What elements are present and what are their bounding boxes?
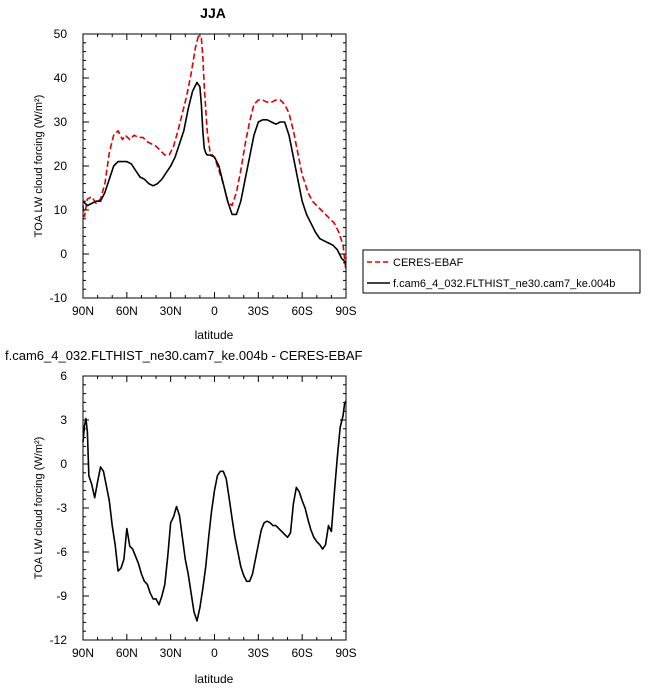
bottom-plot-area xyxy=(82,400,347,622)
top-x-tick-label: 30S xyxy=(248,304,269,318)
bottom-y-tick-label: -3 xyxy=(56,501,67,515)
top-y-tick-label: 10 xyxy=(54,203,68,217)
top-y-tick-label: 30 xyxy=(54,115,68,129)
bottom-plot-frame xyxy=(82,375,347,641)
bottom-y-tick-label: -9 xyxy=(56,589,67,603)
legend-box xyxy=(362,249,641,294)
top-plot-frame xyxy=(82,33,347,299)
top-x-tick-label: 90S xyxy=(335,304,356,318)
bottom-x-tick-label: 90N xyxy=(72,646,94,660)
top-series-line-1 xyxy=(82,81,347,264)
bottom-x-tick-label: 90S xyxy=(335,646,356,660)
bottom-y-tick-label: -6 xyxy=(56,545,67,559)
top-x-tick-label: 90N xyxy=(72,304,94,318)
top-series-line-0 xyxy=(82,35,347,272)
top-panel: JJA 90N 60N 30N 0 30S 60S 90S -10 0 10 20 30 40 50 la… xyxy=(33,5,641,342)
bottom-x-tick-label: 60N xyxy=(116,646,138,660)
top-y-tick-label: 50 xyxy=(54,27,68,41)
bottom-panel: f.cam6_4_032.FLTHIST_ne30.cam7_ke.004b -… xyxy=(5,348,362,686)
bottom-x-tick-label: 30N xyxy=(160,646,182,660)
top-y-tick-label: 40 xyxy=(54,71,68,85)
bottom-y-tick-label: 6 xyxy=(60,369,67,383)
bottom-y-axis-label: TOA LW cloud forcing (W/m²) xyxy=(33,437,45,580)
legend: CERES-EBAF f.cam6_4_032.FLTHIST_ne30.cam… xyxy=(362,249,641,294)
bottom-y-tick-label: -12 xyxy=(50,633,68,647)
bottom-x-tick-label: 0 xyxy=(211,646,218,660)
top-y-tick-label: 20 xyxy=(54,159,68,173)
bottom-series-line-0 xyxy=(82,400,347,622)
bottom-x-tick-label: 30S xyxy=(248,646,269,660)
top-y-tick-label: 0 xyxy=(60,247,67,261)
top-axis-ticks: 90N 60N 30N 0 30S 60S 90S -10 0 10 20 30 40 50 xyxy=(50,27,357,318)
bottom-y-tick-label: 0 xyxy=(60,457,67,471)
legend-label-ceres: CERES-EBAF xyxy=(393,257,464,269)
top-chart-title: JJA xyxy=(200,5,226,21)
bottom-x-axis-label: latitude xyxy=(195,672,234,686)
top-x-tick-label: 0 xyxy=(211,304,218,318)
bottom-y-tick-label: 3 xyxy=(60,413,67,427)
top-plot-area xyxy=(82,35,347,272)
top-x-tick-label: 30N xyxy=(160,304,182,318)
legend-label-model: f.cam6_4_032.FLTHIST_ne30.cam7_ke.004b xyxy=(393,278,615,290)
bottom-chart-title: f.cam6_4_032.FLTHIST_ne30.cam7_ke.004b -… xyxy=(5,348,362,363)
top-y-tick-label: -10 xyxy=(50,291,68,305)
top-x-tick-label: 60N xyxy=(116,304,138,318)
top-x-axis-label: latitude xyxy=(195,328,234,342)
bottom-x-tick-label: 60S xyxy=(291,646,312,660)
top-y-axis-label: TOA LW cloud forcing (W/m²) xyxy=(33,95,45,238)
top-x-tick-label: 60S xyxy=(291,304,312,318)
bottom-axis-ticks: 90N 60N 30N 0 30S 60S 90S -12 -9 -6 -3 0 3 6 xyxy=(50,369,357,660)
